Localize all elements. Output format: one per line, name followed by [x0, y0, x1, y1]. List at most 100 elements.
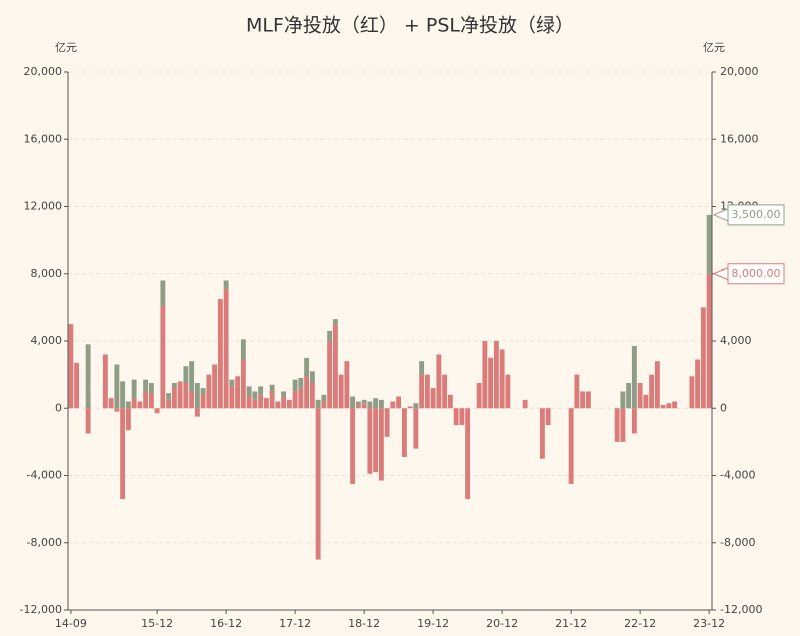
bar: [482, 341, 488, 409]
bar: [465, 408, 471, 500]
bar: [240, 339, 246, 360]
bar: [74, 362, 80, 409]
bar: [401, 408, 407, 458]
bar: [125, 408, 131, 431]
y-tick-label: 12,000: [24, 200, 63, 213]
y-tick-label: 8,000: [31, 267, 63, 280]
bar: [367, 408, 373, 474]
bar: [361, 403, 367, 409]
bar: [298, 377, 304, 389]
bar: [120, 381, 126, 409]
bar: [137, 401, 143, 409]
y-tick-label: 20,000: [24, 65, 63, 78]
y2-tick-label: 20,000: [720, 65, 759, 78]
bar: [131, 398, 137, 409]
y-tick-label: 16,000: [24, 132, 63, 145]
bar: [304, 357, 310, 377]
bar: [166, 399, 172, 409]
bar: [148, 383, 154, 394]
bar: [666, 403, 672, 409]
bar: [580, 391, 586, 409]
y2-tick-label: -8,000: [720, 536, 755, 549]
bar: [252, 391, 258, 400]
y-axis-label: 亿元: [55, 41, 77, 54]
bar: [430, 388, 436, 409]
bar: [660, 404, 666, 409]
bar: [217, 298, 223, 409]
bar: [355, 404, 361, 409]
bar: [258, 394, 264, 409]
bar: [332, 324, 338, 409]
bar: [539, 408, 545, 459]
bar: [626, 383, 632, 409]
bar: [171, 388, 177, 409]
bar: [413, 408, 419, 449]
bar: [252, 399, 258, 409]
y-tick-label: -8,000: [27, 536, 62, 549]
bar: [620, 391, 626, 409]
bar: [309, 383, 315, 409]
bar: [350, 396, 356, 409]
bar: [108, 398, 114, 409]
bar: [102, 354, 108, 409]
bar: [654, 361, 660, 409]
y2-tick-label: 0: [720, 401, 727, 414]
bar: [585, 391, 591, 409]
bar: [171, 383, 177, 389]
bar: [315, 399, 321, 409]
x-tick-label: 14-09: [55, 617, 87, 630]
bar: [229, 379, 235, 387]
bar: [131, 379, 137, 399]
bar: [298, 388, 304, 409]
y2-tick-label: -4,000: [720, 469, 755, 482]
bar: [286, 399, 292, 409]
bar: [194, 383, 200, 409]
bar: [246, 396, 252, 409]
bar: [424, 374, 430, 409]
bar: [378, 399, 384, 409]
bar: [436, 354, 442, 409]
bar: [160, 280, 166, 306]
bar: [396, 396, 402, 409]
bar: [476, 383, 482, 409]
bar: [453, 408, 459, 426]
bar: [125, 401, 131, 409]
bar: [493, 341, 499, 409]
bar: [384, 408, 390, 437]
bar: [229, 386, 235, 409]
y-tick-label: -4,000: [27, 469, 62, 482]
bar: [154, 408, 160, 414]
bar: [223, 280, 229, 289]
value-label: 3,500.00: [732, 208, 781, 221]
bar: [367, 401, 373, 409]
bar: [355, 401, 361, 405]
bar: [148, 393, 154, 409]
bar: [281, 391, 287, 397]
bar: [281, 396, 287, 409]
bar: [304, 376, 310, 409]
bar: [631, 408, 637, 434]
bar: [177, 381, 183, 409]
bar: [235, 376, 241, 409]
y-tick-label: -12,000: [20, 603, 62, 616]
bar: [200, 388, 206, 395]
x-tick-label: 20-12: [486, 617, 518, 630]
x-tick-label: 17-12: [279, 617, 311, 630]
bar: [183, 366, 189, 384]
bar: [160, 305, 166, 409]
bar: [240, 359, 246, 409]
bar: [189, 391, 195, 409]
bar: [258, 386, 264, 395]
y2-tick-label: 16,000: [720, 132, 759, 145]
bar: [488, 357, 494, 409]
bar: [649, 374, 655, 409]
bar: [643, 394, 649, 409]
bar: [223, 288, 229, 409]
bar: [373, 398, 379, 409]
bar: [442, 374, 448, 409]
y-tick-label: 4,000: [31, 334, 63, 347]
bar: [143, 391, 149, 409]
bar: [447, 394, 453, 409]
y2-tick-label: 4,000: [720, 334, 752, 347]
bar: [407, 406, 413, 409]
